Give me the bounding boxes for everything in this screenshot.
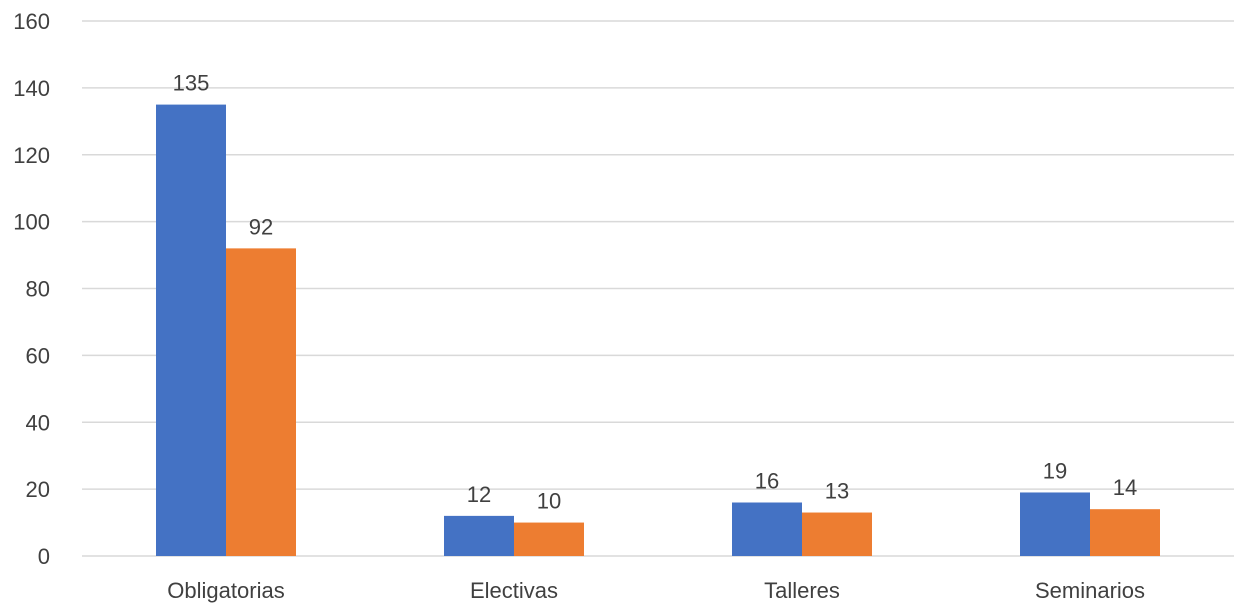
bar-series-2 (226, 248, 296, 556)
data-label: 14 (1113, 475, 1137, 500)
bar-series-1 (156, 104, 226, 556)
category-label: Seminarios (1035, 578, 1145, 603)
y-axis-tick-labels: 0 20 40 60 80 100 120 140 160 (13, 9, 50, 569)
data-label: 19 (1043, 458, 1067, 483)
y-tick-label: 140 (13, 76, 50, 101)
data-labels: 135 92 12 10 16 13 19 14 (173, 71, 1138, 514)
bars (156, 104, 1160, 556)
bar-series-2 (802, 512, 872, 556)
category-label: Electivas (470, 578, 558, 603)
y-tick-label: 80 (26, 277, 50, 302)
y-tick-label: 100 (13, 210, 50, 235)
bar-series-1 (1020, 492, 1090, 556)
bar-series-1 (444, 515, 514, 556)
data-label: 10 (537, 489, 561, 514)
category-label: Obligatorias (167, 578, 284, 603)
y-tick-label: 20 (26, 477, 50, 502)
data-label: 135 (173, 71, 210, 96)
y-tick-label: 120 (13, 143, 50, 168)
x-axis-category-labels: Obligatorias Electivas Talleres Seminarios (167, 578, 1145, 603)
data-label: 13 (825, 479, 849, 504)
y-tick-label: 60 (26, 343, 50, 368)
data-label: 12 (467, 482, 491, 507)
y-tick-label: 40 (26, 410, 50, 435)
category-label: Talleres (764, 578, 840, 603)
y-tick-label: 160 (13, 9, 50, 34)
bar-series-2 (514, 522, 584, 556)
data-label: 16 (755, 469, 779, 494)
bar-series-2 (1090, 509, 1160, 556)
data-label: 92 (249, 214, 273, 239)
bar-series-1 (732, 502, 802, 556)
y-tick-label: 0 (38, 544, 50, 569)
